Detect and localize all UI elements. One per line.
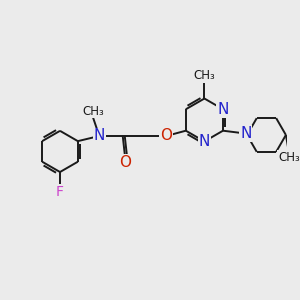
Text: N: N [199, 134, 210, 149]
Text: N: N [94, 128, 105, 143]
Text: CH₃: CH₃ [194, 69, 215, 82]
Text: F: F [56, 185, 64, 199]
Text: CH₃: CH₃ [82, 105, 104, 118]
Text: CH₃: CH₃ [278, 151, 300, 164]
Text: N: N [217, 102, 229, 117]
Text: N: N [240, 126, 252, 141]
Text: O: O [160, 128, 172, 143]
Text: O: O [119, 155, 131, 170]
